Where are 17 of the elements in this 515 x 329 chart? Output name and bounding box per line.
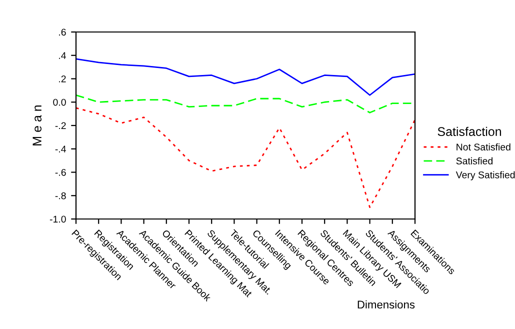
y-tick-label: -.6 <box>55 168 66 176</box>
y-tick-label: .2 <box>59 75 66 82</box>
line-series <box>76 107 415 208</box>
line-series <box>76 58 415 96</box>
legend-label: Satisfied <box>456 157 492 164</box>
y-tick-label: -.8 <box>55 192 66 200</box>
y-tick-label: .4 <box>59 52 66 59</box>
y-tick-label: 0.0 <box>53 98 66 106</box>
y-tick-label: -.4 <box>55 146 66 152</box>
legend-title: Satisfaction <box>438 126 502 136</box>
y-tick-label: -.2 <box>55 122 66 130</box>
legend-label: Very Satisfied <box>456 171 515 180</box>
x-axis-title: Dimensions <box>358 300 415 309</box>
y-tick-label: .6 <box>59 28 66 36</box>
y-axis-title: M e a n <box>32 105 42 146</box>
y-tick-label: -1.0 <box>50 216 66 223</box>
legend-label: Not Satisfied <box>456 143 510 150</box>
